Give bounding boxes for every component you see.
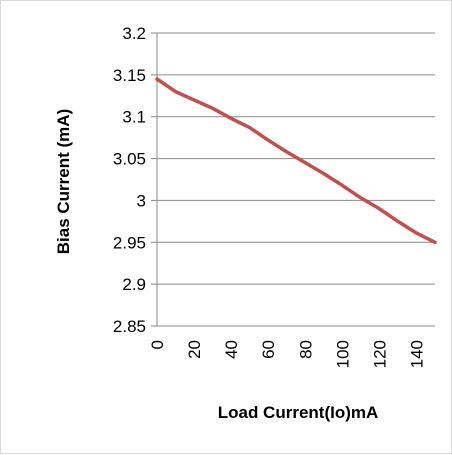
x-axis-title: Load Current(Io)mA bbox=[218, 403, 379, 422]
y-tick-label: 3.1 bbox=[122, 108, 146, 127]
x-tick-label: 40 bbox=[222, 340, 241, 359]
y-tick-label: 3.05 bbox=[113, 150, 146, 169]
x-tick-label: 80 bbox=[296, 340, 315, 359]
y-tick-label: 3.15 bbox=[113, 66, 146, 85]
gridlines bbox=[157, 32, 435, 285]
x-tick-labels: 0 20 40 60 80 100 120 140 bbox=[148, 340, 426, 368]
y-tick-label: 2.95 bbox=[113, 233, 146, 252]
x-tick-label: 140 bbox=[407, 340, 426, 368]
y-tick-label: 2.9 bbox=[122, 275, 146, 294]
y-tick-labels: 2.85 2.9 2.95 3 3.05 3.1 3.15 3.2 bbox=[113, 24, 146, 336]
series-line bbox=[155, 77, 437, 245]
y-tick-label: 3.2 bbox=[122, 24, 146, 43]
y-tick-label: 2.85 bbox=[113, 317, 146, 336]
x-tick-label: 0 bbox=[148, 340, 167, 349]
x-tick-label: 20 bbox=[185, 340, 204, 359]
axes bbox=[151, 32, 435, 327]
x-tick-label: 60 bbox=[259, 340, 278, 359]
x-tick-label: 120 bbox=[370, 340, 389, 368]
series-lines bbox=[155, 77, 437, 245]
y-axis-title: Bias Current (mA) bbox=[54, 109, 73, 254]
x-tick-label: 100 bbox=[333, 340, 352, 368]
y-tick-label: 3 bbox=[137, 191, 146, 210]
